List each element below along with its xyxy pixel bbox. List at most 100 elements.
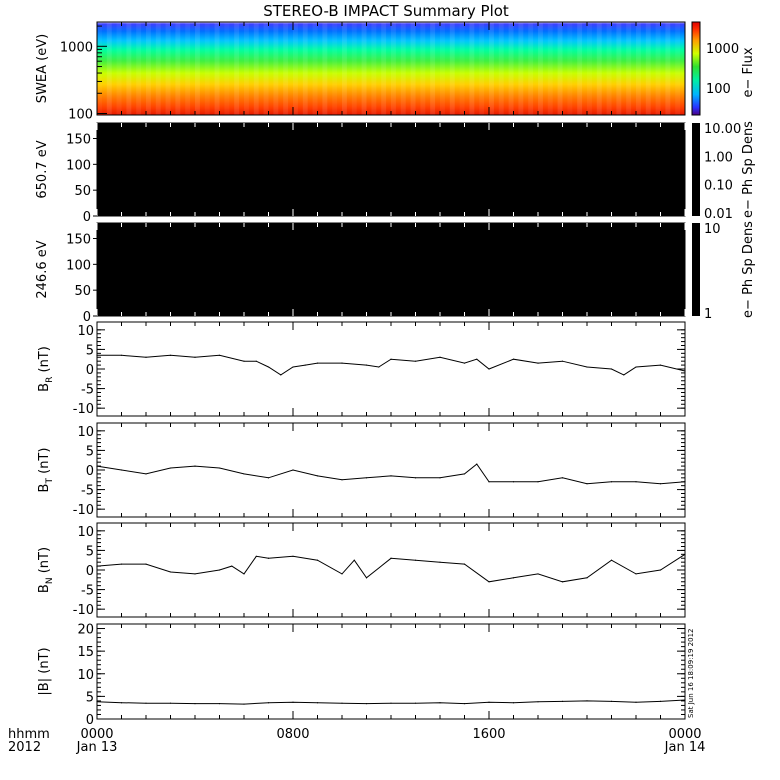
mag-data-point bbox=[341, 362, 343, 364]
mag-data-point bbox=[561, 581, 564, 583]
y-tick-label: 10 bbox=[77, 425, 94, 440]
mag-data-point bbox=[96, 354, 98, 356]
mag-y-axis-label: |B| (nT) bbox=[37, 647, 52, 695]
mag-data-point bbox=[120, 563, 123, 565]
figure-title: STEREO-B IMPACT Summary Plot bbox=[263, 2, 509, 20]
spectrogram-streak bbox=[116, 22, 122, 115]
spectrogram-streak bbox=[518, 22, 524, 115]
mag-data-point bbox=[414, 360, 417, 362]
mag-y-axis-label: BN (nT) bbox=[37, 547, 55, 593]
mag-data-point bbox=[463, 703, 466, 705]
spectrogram-streak bbox=[440, 22, 445, 115]
pitch-angle-spectrogram bbox=[96, 222, 686, 317]
y-tick-label: 1000 bbox=[60, 40, 93, 55]
x-tick-label: 0800 bbox=[276, 727, 309, 742]
plot-timestamp: Sat Jun 16 18:09:19 2012 bbox=[687, 629, 695, 718]
mag-data-point bbox=[120, 469, 123, 471]
mag-data-point bbox=[353, 559, 355, 561]
mag-data-point bbox=[341, 702, 343, 704]
mag-data-point bbox=[378, 366, 380, 368]
swea-y-axis-label: SWEA (eV) bbox=[35, 34, 50, 103]
y-tick-label: -5 bbox=[81, 383, 94, 398]
mag-data-point bbox=[635, 573, 637, 575]
x-date-label: Jan 14 bbox=[664, 740, 706, 755]
mag-data-point bbox=[255, 555, 257, 557]
mag-data-point bbox=[512, 358, 515, 360]
mag-data-point bbox=[243, 360, 245, 362]
mag-data-point bbox=[96, 701, 98, 703]
mag-y-axis-label: BR (nT) bbox=[37, 346, 55, 392]
spectrogram-streak bbox=[547, 22, 553, 115]
mag-data-point bbox=[659, 700, 662, 702]
mag-data-point bbox=[169, 702, 172, 704]
pitch-panel-1: 0 50 100 150 650.7 eV 10.00 1.00 0.10 0.01 e− Ph … bbox=[35, 121, 756, 225]
spectrogram-streak bbox=[489, 22, 494, 115]
spectrogram-streak bbox=[214, 22, 220, 115]
y-tick-label: 10 bbox=[77, 668, 94, 683]
mag-data-point bbox=[610, 368, 613, 370]
spectrogram-streak bbox=[146, 22, 151, 115]
mag-data-point bbox=[684, 699, 686, 701]
mag-data-point bbox=[610, 559, 613, 561]
mag-data-point bbox=[120, 354, 123, 356]
pitch-panel-2: 0 50 100 150 246.6 eV 10 1 e− Ph Sp Dens bbox=[35, 221, 756, 325]
mag-data-point bbox=[145, 563, 147, 565]
y-tick-label: 0 bbox=[86, 713, 94, 728]
mag-data-point bbox=[488, 481, 490, 483]
mag-data-point bbox=[304, 364, 306, 366]
mag-data-point bbox=[145, 702, 147, 704]
spectrogram-streak bbox=[557, 22, 563, 115]
mag-data-point bbox=[586, 577, 588, 579]
pitch-colorbar-label: e− Ph Sp Dens bbox=[741, 221, 756, 318]
y-tick-label: 0 bbox=[86, 564, 94, 579]
mag-data-point bbox=[292, 701, 294, 703]
mag-series-line bbox=[96, 463, 686, 485]
spectrogram-streak bbox=[371, 22, 377, 115]
mag-data-point bbox=[218, 467, 221, 469]
y-tick-label: -10 bbox=[73, 402, 94, 417]
mag-data-point bbox=[390, 702, 392, 704]
y-tick-label: -5 bbox=[81, 584, 94, 599]
spectrogram-streak bbox=[155, 22, 161, 115]
mag-data-point bbox=[194, 573, 196, 575]
spectrogram-streak bbox=[616, 22, 622, 115]
mag-data-point bbox=[586, 366, 588, 368]
mag-data-point bbox=[169, 571, 172, 573]
mag-data-point bbox=[145, 356, 147, 358]
mag-data-point bbox=[684, 370, 686, 372]
mag-data-point bbox=[316, 559, 319, 561]
spectrogram-streak bbox=[234, 22, 240, 115]
mag-data-point bbox=[267, 557, 270, 559]
y-tick-label: 150 bbox=[66, 133, 91, 148]
mag-data-point bbox=[488, 701, 490, 703]
mag-panel-5: -10 -5 0 5 10 BN (nT) bbox=[37, 522, 686, 618]
mag-series-line bbox=[97, 354, 686, 376]
x-date-label: Jan 13 bbox=[76, 740, 118, 755]
swea-colorbar-frame bbox=[691, 21, 701, 116]
mag-data-point bbox=[512, 577, 515, 579]
spectrogram-streak bbox=[645, 22, 651, 115]
y-tick-label: 20 bbox=[77, 623, 94, 638]
colorbar-tick-label: 10.00 bbox=[704, 122, 741, 137]
mag-series-line bbox=[96, 553, 686, 583]
y-tick-label: 5 bbox=[86, 544, 94, 559]
y-tick-label: 150 bbox=[66, 233, 91, 248]
spectrogram-streak bbox=[420, 22, 426, 115]
y-tick-label: 10 bbox=[77, 525, 94, 540]
y-tick-label: -10 bbox=[73, 603, 94, 618]
spectrogram-streak bbox=[332, 22, 338, 115]
colorbar-tick-label: 0.10 bbox=[704, 179, 733, 194]
mag-data-point bbox=[267, 477, 270, 479]
mag-data-point bbox=[512, 481, 515, 483]
mag-data-point bbox=[561, 477, 564, 479]
spectrogram-streak bbox=[253, 22, 259, 115]
mag-data-point bbox=[586, 700, 588, 702]
spectrogram-streak bbox=[665, 22, 671, 115]
swea-spectrogram bbox=[97, 22, 685, 115]
swea-colorbar bbox=[692, 22, 700, 115]
swea-colorbar-label: e− Flux bbox=[741, 47, 756, 97]
mag-data-point bbox=[414, 559, 417, 561]
mag-data-point bbox=[218, 569, 221, 571]
mag-data-point bbox=[463, 563, 466, 565]
